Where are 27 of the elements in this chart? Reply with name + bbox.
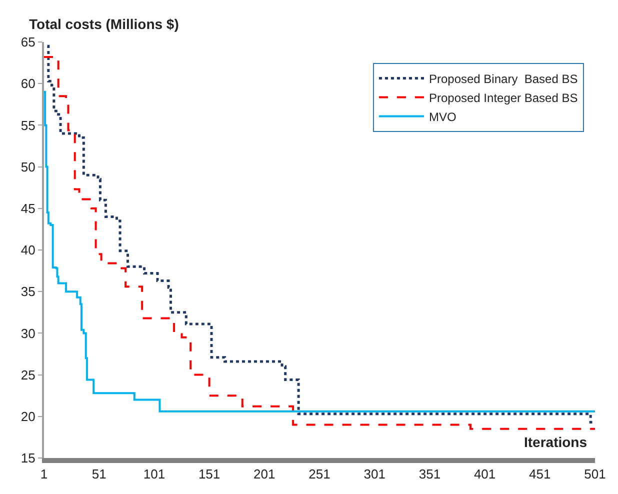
y-tick-label: 30 bbox=[20, 326, 36, 341]
y-axis-title: Total costs (Millions $) bbox=[29, 16, 179, 32]
y-tick-label: 40 bbox=[20, 242, 36, 258]
y-tick-label: 50 bbox=[20, 159, 36, 174]
legend-label: MVO bbox=[428, 110, 456, 124]
x-tick-label: 151 bbox=[198, 466, 220, 482]
x-tick-label: 251 bbox=[308, 466, 330, 482]
x-axis-title: Iterations bbox=[524, 434, 588, 450]
x-tick-label: 51 bbox=[92, 466, 106, 482]
y-tick-label: 60 bbox=[20, 76, 36, 92]
x-tick-label: 351 bbox=[418, 466, 441, 482]
x-tick-label: 301 bbox=[364, 466, 386, 482]
y-tick-label: 15 bbox=[20, 450, 36, 466]
x-tick-label: 101 bbox=[143, 466, 166, 482]
x-tick-label: 201 bbox=[254, 466, 276, 482]
y-tick-label: 35 bbox=[20, 284, 36, 300]
legend-label: Proposed Binary Based BS bbox=[428, 72, 578, 86]
x-tick-label: 1 bbox=[40, 466, 48, 482]
x-tick-label: 401 bbox=[474, 466, 496, 482]
y-tick-label: 55 bbox=[20, 118, 36, 133]
y-tick-label: 45 bbox=[20, 200, 36, 216]
y-tick-label: 65 bbox=[20, 34, 36, 50]
x-tick-label: 501 bbox=[584, 466, 606, 482]
legend-label: Proposed Integer Based BS bbox=[428, 90, 578, 105]
y-tick-label: 25 bbox=[20, 367, 36, 382]
x-tick-label: 451 bbox=[529, 466, 551, 482]
y-tick-label: 20 bbox=[20, 408, 36, 424]
